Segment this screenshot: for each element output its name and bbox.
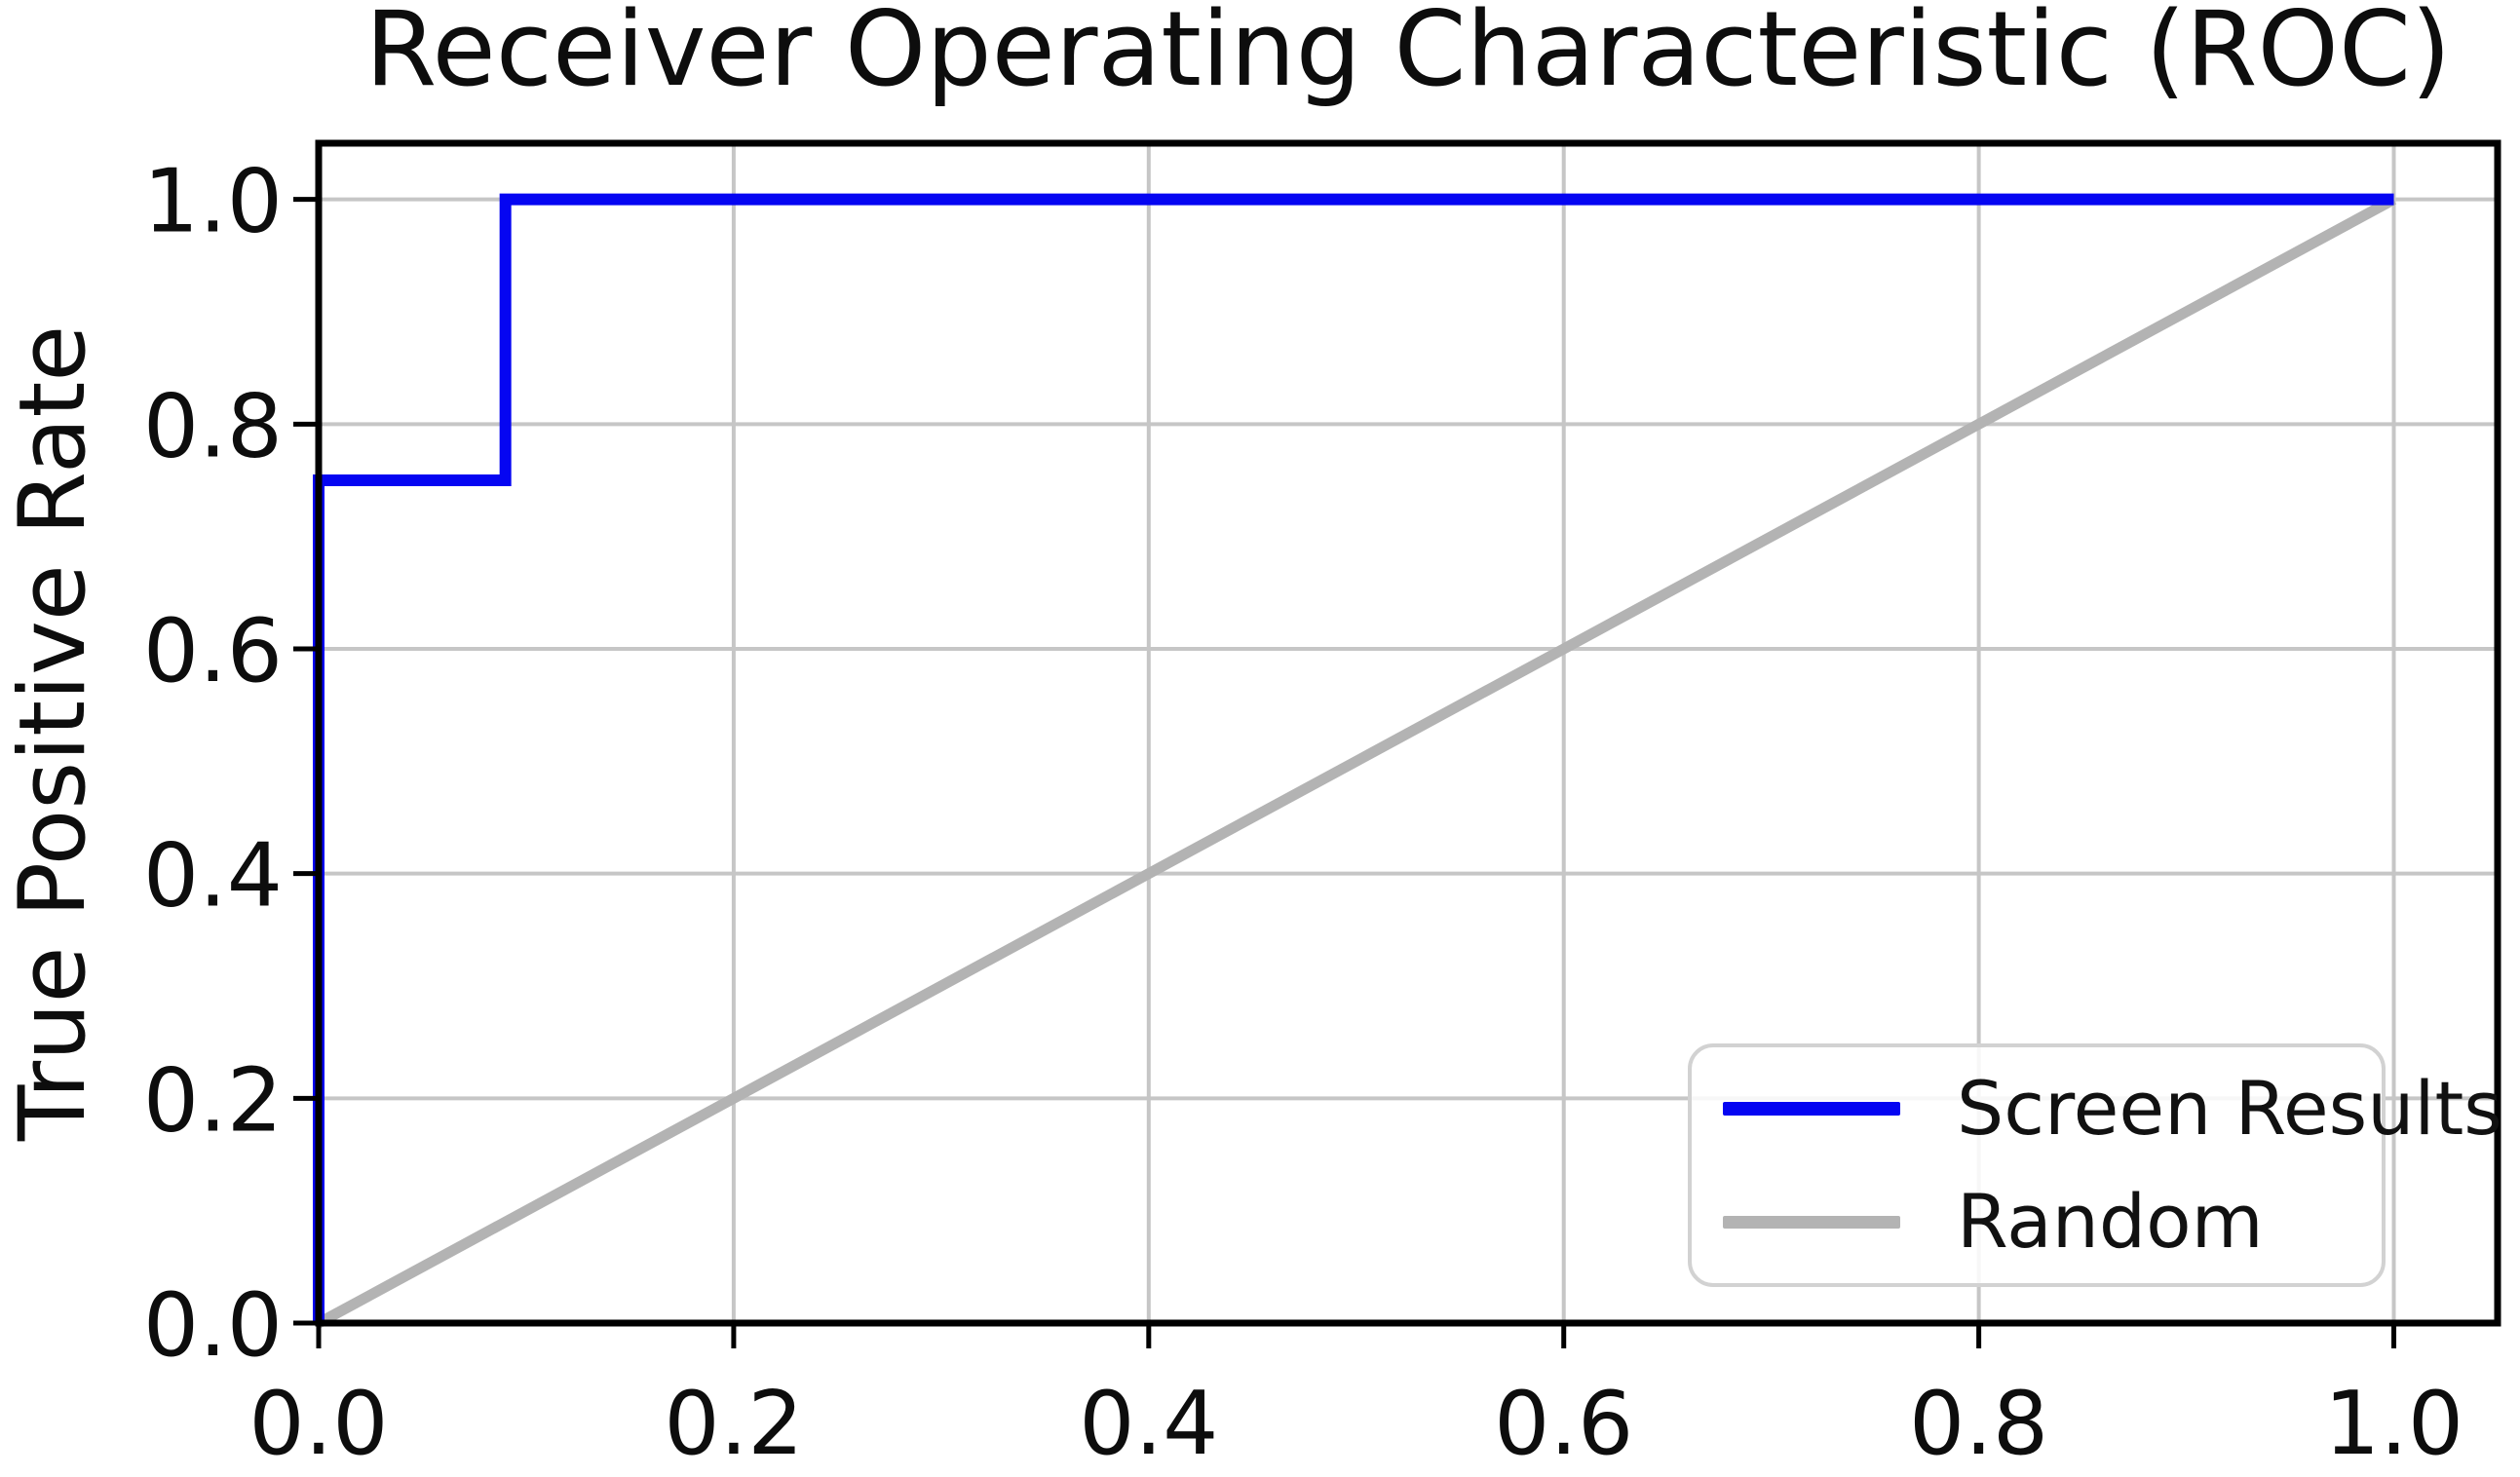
- x-tick-label: 0.6: [1494, 1373, 1633, 1475]
- legend-line-sample-random-icon: [1723, 1215, 1900, 1229]
- x-tick-label: 0.8: [1909, 1373, 2048, 1475]
- y-tick-label: 0.6: [143, 600, 283, 702]
- x-tick-label: 0.4: [1079, 1373, 1218, 1475]
- legend-label-random: Random: [1957, 1178, 2264, 1265]
- axes-frame: [315, 139, 2501, 1327]
- y-tick-label: 0.4: [143, 825, 283, 928]
- legend: Screen Results Random: [1688, 1043, 2502, 1287]
- y-tick-label: 1.0: [143, 151, 283, 253]
- y-axis-label-container: True Positive Rate: [0, 143, 107, 1323]
- legend-line-sample-screen-results-icon: [1723, 1102, 1900, 1116]
- series-line-random: [316, 194, 2397, 1328]
- legend-item-screen-results: Screen Results: [1723, 1072, 2502, 1146]
- x-tick-label: 0.0: [248, 1373, 388, 1475]
- x-tick-label: 0.2: [664, 1373, 803, 1475]
- y-tick-label: 0.8: [143, 375, 283, 477]
- y-tick-label: 0.2: [143, 1049, 283, 1152]
- chart-title: Receiver Operating Characteristic (ROC): [364, 0, 2452, 109]
- y-axis-label: True Positive Rate: [0, 324, 107, 1142]
- legend-label-screen-results: Screen Results: [1957, 1065, 2502, 1152]
- x-tick-label: 1.0: [2324, 1373, 2463, 1475]
- y-tick-label: 0.0: [143, 1274, 283, 1377]
- legend-item-random: Random: [1723, 1185, 2382, 1259]
